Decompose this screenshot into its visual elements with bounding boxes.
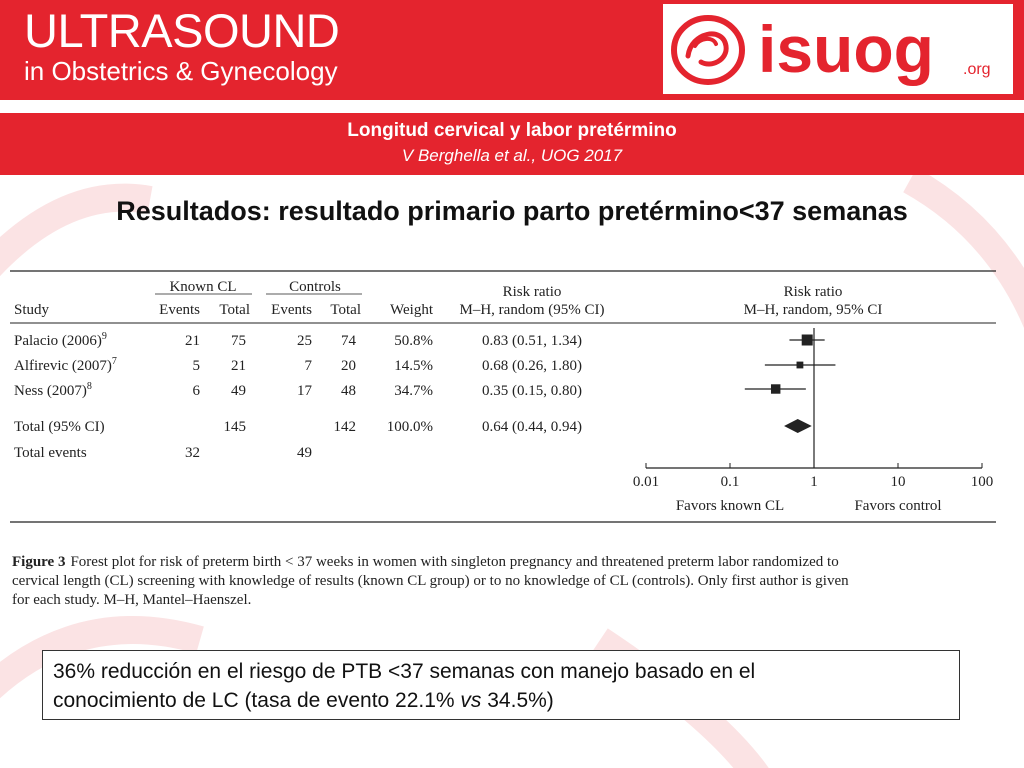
study-ref: 7 bbox=[112, 356, 117, 367]
isuog-logo: isuog .org bbox=[663, 4, 1013, 94]
header-risk-ratio: Risk ratio bbox=[503, 284, 562, 300]
events-ctrl: 49 bbox=[297, 445, 312, 461]
rr-text: 0.83 (0.51, 1.34) bbox=[482, 333, 582, 349]
study-name: Ness (2007) bbox=[14, 383, 87, 399]
caption-line-3: for each study. M–H, Mantel–Haenszel. bbox=[12, 592, 251, 608]
col-weight: Weight bbox=[390, 302, 434, 318]
logo-wordmark: isuog bbox=[758, 12, 934, 86]
total-known: 75 bbox=[231, 333, 246, 349]
weight: 34.7% bbox=[394, 383, 433, 399]
events-known: 21 bbox=[185, 333, 200, 349]
header-controls: Controls bbox=[289, 279, 341, 295]
pooled-diamond bbox=[784, 419, 812, 433]
rr-text: 0.68 (0.26, 1.80) bbox=[482, 358, 582, 374]
weight: 14.5% bbox=[394, 358, 433, 374]
x-tick-label: 1 bbox=[810, 474, 818, 490]
events-known: 5 bbox=[193, 358, 201, 374]
study-marker bbox=[801, 334, 813, 346]
col-plot-method: M–H, random, 95% CI bbox=[744, 302, 883, 318]
events-label: Total events bbox=[14, 445, 87, 461]
article-citation: V Berghella et al., UOG 2017 bbox=[401, 146, 623, 165]
summary-box: 36% reducción en el riesgo de PTB <37 se… bbox=[42, 650, 960, 720]
summary-line-2-pre: conocimiento de LC (tasa de evento 22.1% bbox=[53, 689, 461, 712]
total-known: 145 bbox=[224, 419, 247, 435]
journal-header: ULTRASOUND in Obstetrics & Gynecology is… bbox=[0, 0, 1024, 100]
axis-right-label: Favors control bbox=[854, 498, 941, 514]
total-known: 49 bbox=[231, 383, 246, 399]
x-tick-label: 10 bbox=[891, 474, 906, 490]
study-name: Palacio (2006) bbox=[14, 333, 102, 349]
x-tick-label: 0.1 bbox=[721, 474, 740, 490]
col-events-known: Events bbox=[159, 302, 200, 318]
col-total-ctrl: Total bbox=[330, 302, 361, 318]
col-total-known: Total bbox=[219, 302, 250, 318]
logo-suffix: .org bbox=[963, 61, 991, 78]
table-row: Ness (2007)8 6 49 17 48 34.7% 0.35 (0.15… bbox=[14, 381, 582, 399]
events-known: 32 bbox=[185, 445, 200, 461]
caption-text-1: Forest plot for risk of preterm birth < … bbox=[70, 554, 838, 570]
weight: 50.8% bbox=[394, 333, 433, 349]
total-ctrl: 48 bbox=[341, 383, 356, 399]
events-ctrl: 25 bbox=[297, 333, 312, 349]
col-rr-method: M–H, random (95% CI) bbox=[460, 302, 605, 318]
caption-line-1: Figure 3 Forest plot for risk of preterm … bbox=[12, 554, 839, 570]
total-ctrl: 20 bbox=[341, 358, 356, 374]
events-ctrl: 17 bbox=[297, 383, 313, 399]
x-tick-label: 100 bbox=[971, 474, 994, 490]
total-ctrl: 142 bbox=[334, 419, 357, 435]
axis-left-label: Favors known CL bbox=[676, 498, 784, 514]
total-weight: 100.0% bbox=[387, 419, 433, 435]
events-known: 6 bbox=[193, 383, 201, 399]
events-ctrl: 7 bbox=[305, 358, 313, 374]
col-events-ctrl: Events bbox=[271, 302, 312, 318]
study-ref: 8 bbox=[87, 381, 92, 392]
events-row: Total events 32 49 bbox=[14, 445, 312, 461]
total-rr-text: 0.64 (0.44, 0.94) bbox=[482, 419, 582, 435]
rr-text: 0.35 (0.15, 0.80) bbox=[482, 383, 582, 399]
total-ctrl: 74 bbox=[341, 333, 357, 349]
forest-plot: 0.01 0.1 1 10 100 bbox=[633, 328, 993, 490]
total-row: Total (95% CI) 145 142 100.0% 0.64 (0.44… bbox=[14, 419, 582, 435]
summary-line-1: 36% reducción en el riesgo de PTB <37 se… bbox=[53, 660, 756, 683]
article-title: Longitud cervical y labor pretérmino bbox=[347, 120, 677, 141]
study-ref: 9 bbox=[102, 331, 107, 342]
table-row: Palacio (2006)9 21 75 25 74 50.8% 0.83 (… bbox=[14, 331, 582, 349]
total-known: 21 bbox=[231, 358, 246, 374]
caption-line-2: cervical length (CL) screening with know… bbox=[12, 573, 849, 589]
article-band: Longitud cervical y labor pretérmino V B… bbox=[0, 113, 1024, 175]
study-marker bbox=[770, 384, 781, 394]
total-label: Total (95% CI) bbox=[14, 419, 105, 435]
summary-line-2: conocimiento de LC (tasa de evento 22.1%… bbox=[53, 686, 949, 715]
slide-heading: Resultados: resultado primario parto pre… bbox=[116, 196, 908, 226]
fetus-circle-icon bbox=[671, 15, 745, 85]
forest-plot-figure: Known CL Controls Risk ratio Risk ratio … bbox=[10, 270, 996, 608]
svg-text:Ness (2007)8: Ness (2007)8 bbox=[14, 381, 92, 399]
header-risk-ratio-plot: Risk ratio bbox=[784, 284, 843, 300]
study-marker bbox=[796, 361, 804, 369]
caption-label: Figure 3 bbox=[12, 554, 65, 570]
journal-title: ULTRASOUND bbox=[24, 4, 340, 57]
study-name: Alfirevic (2007) bbox=[14, 358, 112, 374]
summary-vs: vs bbox=[460, 689, 482, 712]
summary-line-2-post: 34.5%) bbox=[481, 689, 554, 712]
header-known-cl: Known CL bbox=[169, 279, 236, 295]
x-tick-label: 0.01 bbox=[633, 474, 659, 490]
svg-text:Alfirevic (2007)7: Alfirevic (2007)7 bbox=[14, 356, 117, 374]
journal-subtitle: in Obstetrics & Gynecology bbox=[24, 56, 338, 86]
svg-text:Palacio (2006)9: Palacio (2006)9 bbox=[14, 331, 107, 349]
table-row: Alfirevic (2007)7 5 21 7 20 14.5% 0.68 (… bbox=[14, 356, 582, 374]
col-study: Study bbox=[14, 302, 50, 318]
